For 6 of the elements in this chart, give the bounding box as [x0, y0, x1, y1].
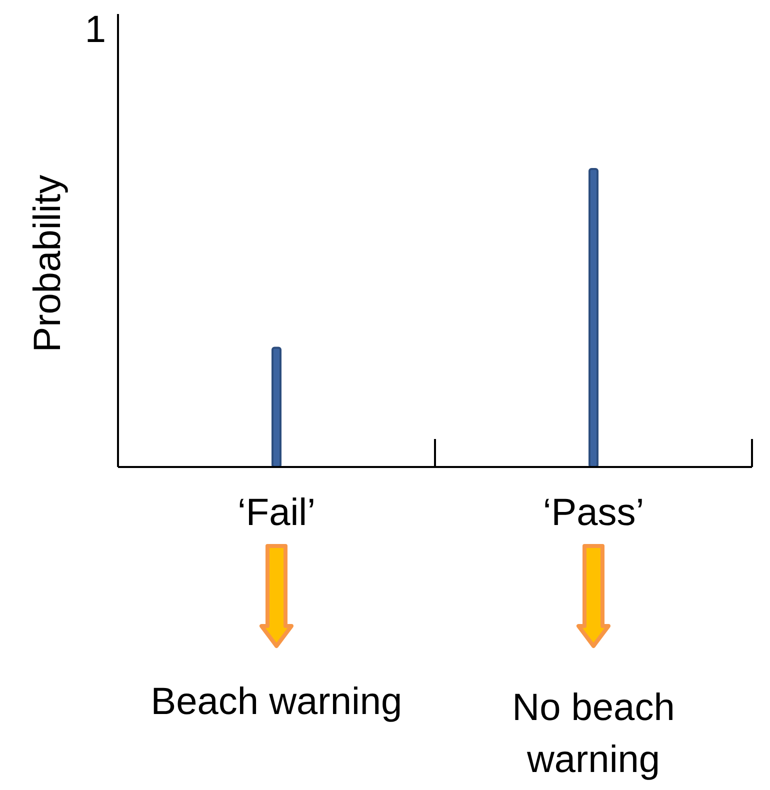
text: Beach warning — [150, 681, 402, 723]
y-axis-title: Probability — [27, 174, 69, 352]
x-tick-label: ‘Fail’ — [237, 492, 316, 534]
x-tick-label: ‘Pass’ — [542, 492, 644, 534]
text: 1 — [84, 9, 106, 51]
text: No beach warning — [512, 687, 675, 781]
